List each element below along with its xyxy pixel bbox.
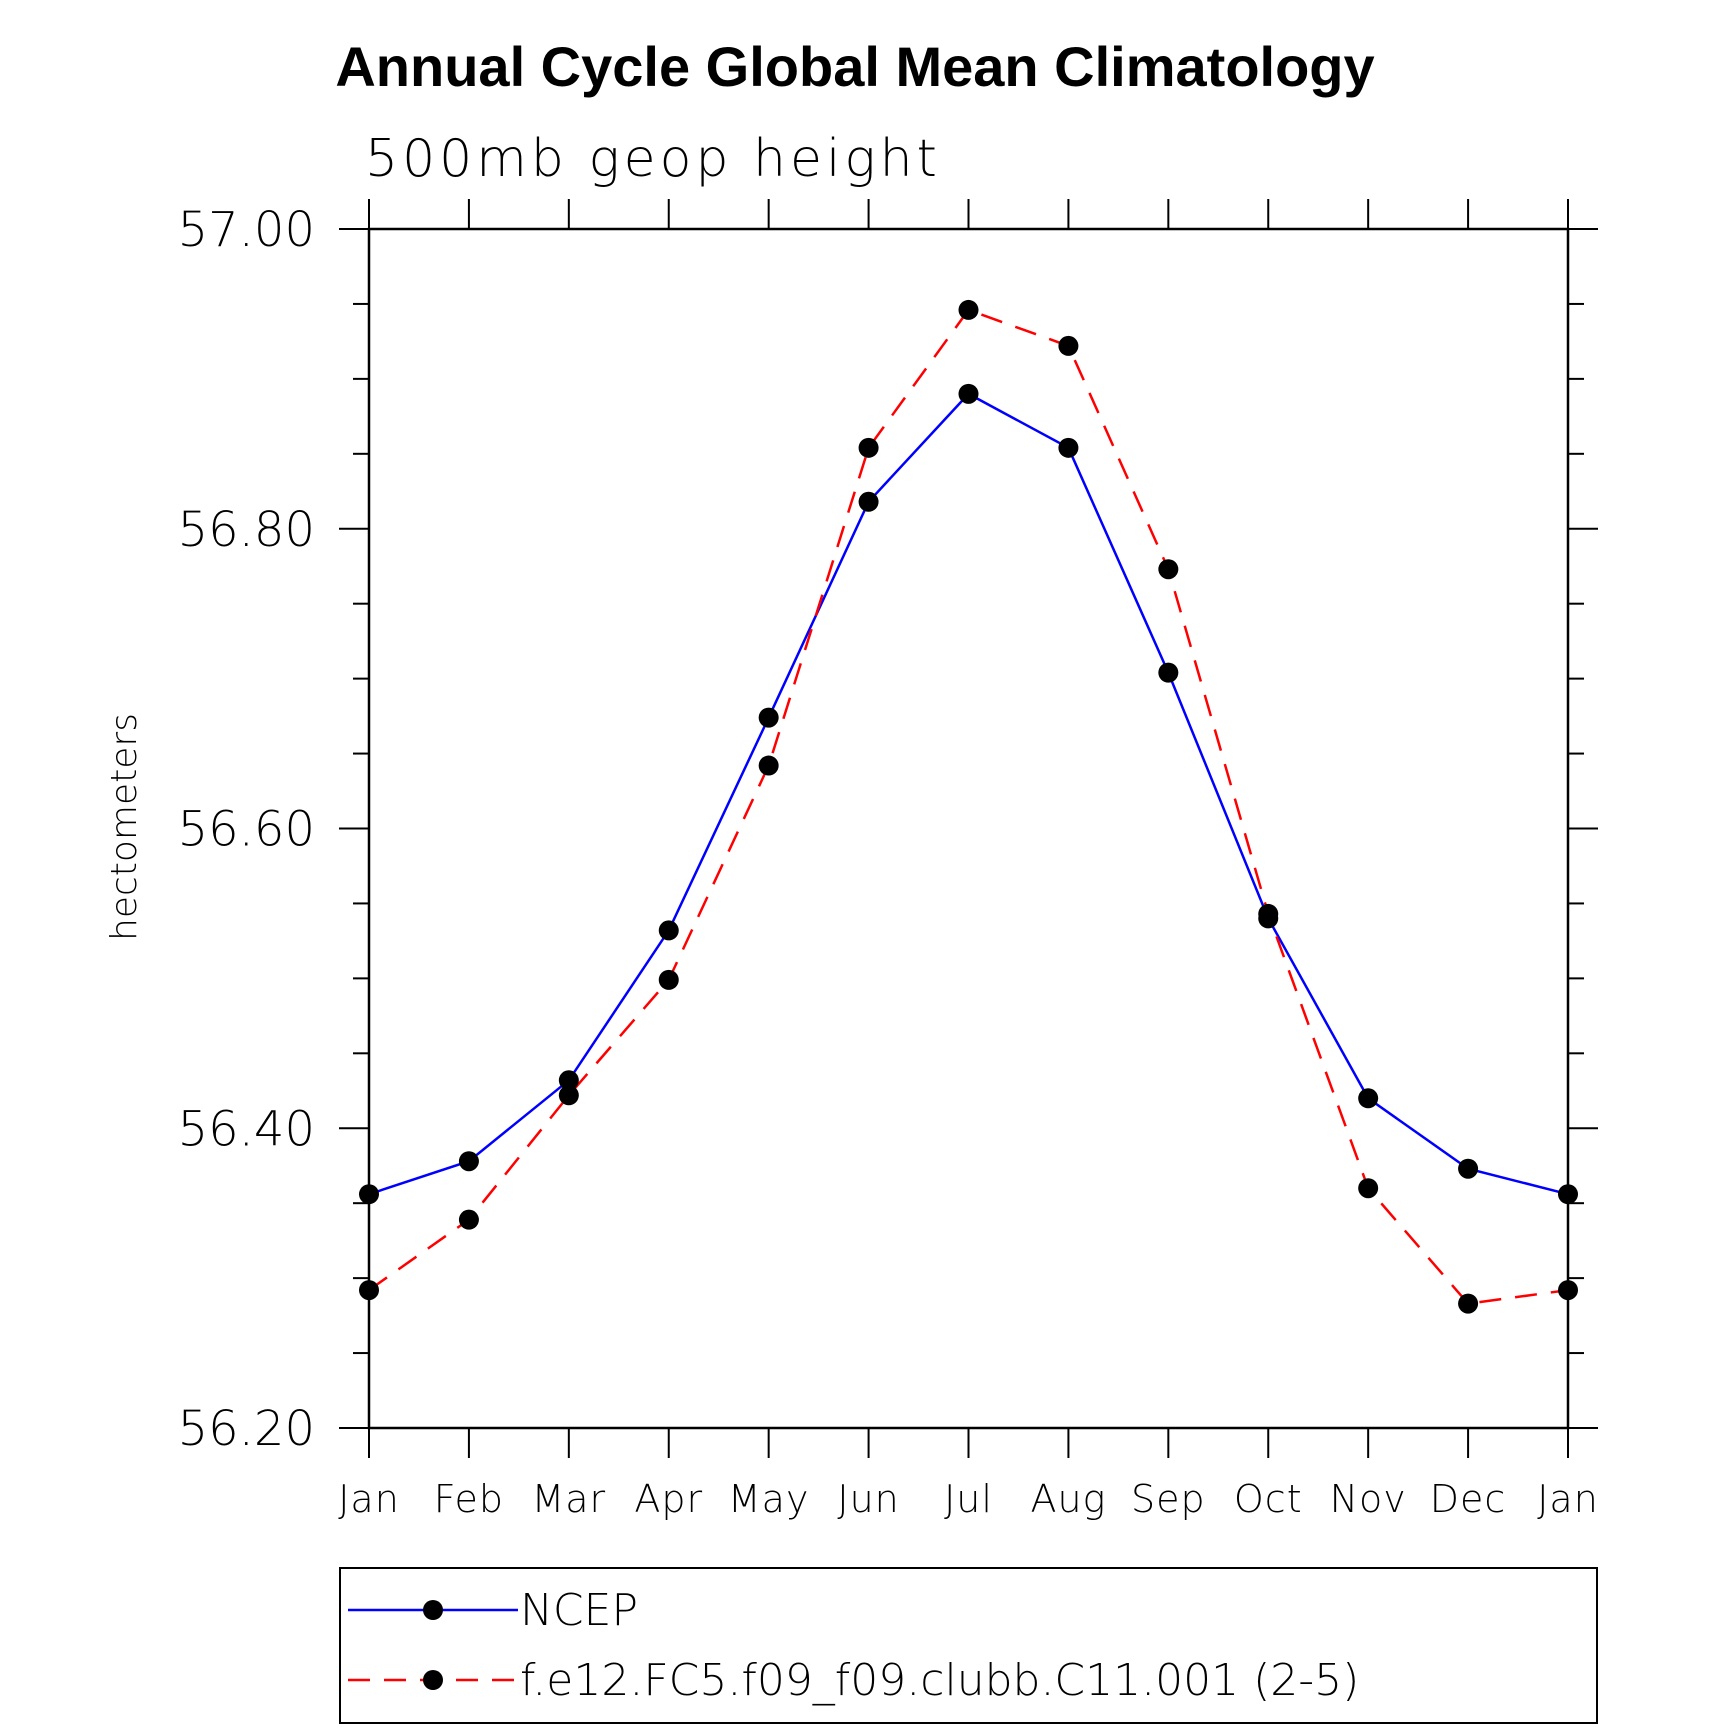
data-point-series-1	[858, 437, 879, 458]
data-point-series-0	[858, 491, 879, 512]
x-tick-label: Jan	[1537, 1477, 1599, 1521]
y-axis-label: hectometers	[104, 713, 145, 941]
data-point-series-1	[1258, 903, 1279, 924]
legend: NCEP f.e12.FC5.f09_f09.clubb.C11.001 (2-…	[339, 1567, 1598, 1724]
x-tick-label: Mar	[531, 1477, 606, 1521]
x-tick-label: Aug	[1030, 1477, 1106, 1521]
x-ticks: Jan Feb Mar Apr May Jun Jul Aug Sep Oct Nov Dec Jan	[338, 199, 1599, 1521]
data-point-series-1	[758, 755, 779, 776]
legend-marker-model	[423, 1670, 443, 1690]
data-point-series-1	[958, 299, 979, 320]
plot-frame	[367, 227, 1570, 1430]
data-point-series-0	[758, 707, 779, 728]
legend-box	[339, 1567, 1598, 1724]
data-point-series-0	[1358, 1088, 1379, 1109]
series-points	[359, 299, 1578, 1314]
data-point-series-0	[658, 920, 679, 941]
data-point-series-1	[1058, 335, 1079, 356]
x-tick-label: Dec	[1430, 1477, 1507, 1521]
x-tick-label: Nov	[1330, 1477, 1407, 1521]
data-point-series-0	[458, 1151, 479, 1172]
data-point-series-1	[1458, 1293, 1479, 1314]
x-tick-label: Jan	[338, 1477, 400, 1521]
x-tick-label: Jul	[944, 1477, 993, 1521]
y-tick-label: 56.40	[178, 1101, 315, 1157]
x-tick-label: Sep	[1131, 1477, 1206, 1521]
data-point-series-1	[458, 1209, 479, 1230]
data-point-series-1	[658, 969, 679, 990]
x-tick-label: Jun	[837, 1477, 899, 1521]
data-point-series-0	[1458, 1158, 1479, 1179]
axes	[367, 227, 1570, 1430]
y-ticks: 56.20 56.40 56.60 56.80 57.00	[178, 202, 1598, 1457]
data-point-series-0	[558, 1070, 579, 1091]
data-point-series-1	[1558, 1280, 1578, 1301]
series-line-1	[368, 308, 1569, 1305]
chart-title: Annual Cycle Global Mean Climatology	[335, 35, 1374, 98]
data-point-series-0	[1558, 1184, 1578, 1205]
series-line-0	[368, 392, 1569, 1196]
chart-subtitle: 500mb geop height	[365, 129, 941, 189]
legend-marker-ncep	[423, 1600, 443, 1620]
data-point-series-0	[1058, 437, 1079, 458]
y-tick-label: 56.20	[178, 1401, 315, 1457]
x-tick-label: Oct	[1234, 1477, 1303, 1521]
y-tick-label: 56.60	[178, 802, 315, 858]
data-point-series-0	[359, 1184, 379, 1205]
x-tick-label: Feb	[434, 1477, 504, 1521]
data-point-series-1	[1358, 1178, 1379, 1199]
x-tick-label: May	[728, 1477, 810, 1521]
data-point-series-1	[359, 1280, 379, 1301]
x-tick-label: Apr	[634, 1477, 703, 1521]
data-point-series-1	[558, 1085, 579, 1106]
y-tick-label: 56.80	[178, 502, 315, 558]
data-point-series-0	[958, 383, 979, 404]
data-point-series-1	[1158, 559, 1179, 580]
series-lines	[368, 308, 1569, 1305]
data-point-series-0	[1158, 662, 1179, 683]
y-tick-label: 57.00	[178, 202, 315, 258]
legend-label-ncep: NCEP	[520, 1585, 638, 1636]
legend-label-model: f.e12.FC5.f09_f09.clubb.C11.001 (2-5)	[520, 1655, 1359, 1706]
